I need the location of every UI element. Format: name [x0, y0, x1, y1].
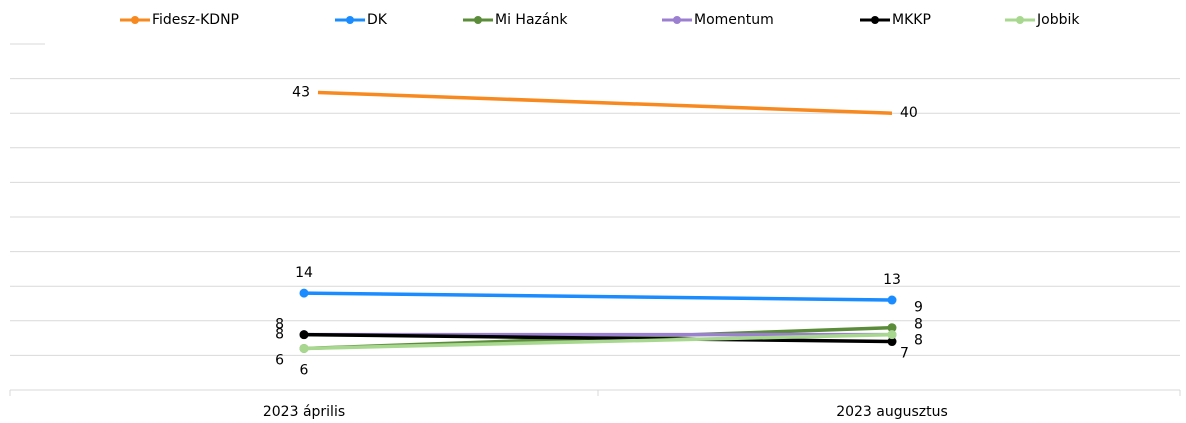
point [299, 288, 309, 298]
x-tick-label: 2023 április [263, 404, 345, 420]
data-label: 40 [900, 105, 918, 121]
data-label: 8 [914, 317, 923, 333]
data-label: 7 [900, 346, 909, 362]
data-label: 43 [292, 84, 310, 100]
data-label: 9 [914, 300, 923, 316]
legend-marker [673, 16, 681, 24]
data-label: 8 [914, 333, 923, 349]
point [887, 295, 897, 305]
legend-marker [346, 16, 354, 24]
x-tick-label: 2023 augusztus [836, 404, 948, 420]
legend-marker [131, 16, 139, 24]
data-label: 13 [883, 272, 901, 288]
data-label: 8 [275, 317, 284, 333]
data-label: 6 [300, 362, 309, 378]
legend-marker [474, 16, 482, 24]
point [887, 337, 897, 347]
legend-label: Jobbik [1036, 12, 1080, 28]
point [887, 330, 897, 340]
data-label: 8 [275, 327, 284, 343]
series-line [303, 332, 893, 344]
legend-label: DK [367, 12, 388, 28]
legend-label: MKKP [892, 12, 931, 28]
legend-label: Momentum [694, 12, 774, 28]
point [299, 330, 309, 340]
series-line [303, 291, 893, 302]
data-label: 14 [295, 265, 313, 281]
point [887, 323, 897, 333]
series-line [303, 332, 893, 351]
legend-label: Mi Hazánk [495, 12, 568, 28]
legend-label: Fidesz-KDNP [152, 12, 239, 28]
legend-marker [871, 16, 879, 24]
point [299, 343, 309, 353]
series-line [317, 90, 893, 115]
data-label: 6 [275, 352, 284, 368]
legend-marker [1016, 16, 1024, 24]
